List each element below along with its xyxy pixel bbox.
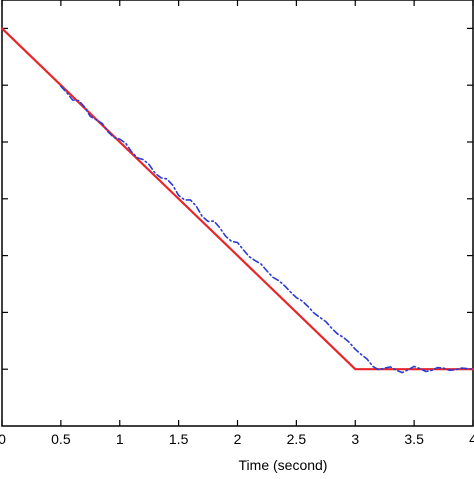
x-axis-title: Time (second) — [239, 457, 328, 473]
x-tick-labels: 0 0.5 1 1.5 2 2.5 3 3.5 4 — [0, 431, 474, 447]
x-tick-label: 0.5 — [51, 431, 71, 447]
x-tick-label: 2.5 — [287, 431, 307, 447]
x-tick-label: 2 — [234, 431, 242, 447]
series-layer — [0, 27, 474, 374]
x-tick-label: 4 — [469, 431, 474, 447]
x-tick-label: 1 — [116, 431, 124, 447]
x-tick-label: 3 — [351, 431, 359, 447]
x-tick-label: 0 — [0, 431, 6, 447]
series-line-dashdot — [60, 85, 474, 374]
x-tick-label: 1.5 — [169, 431, 189, 447]
series-line-solid — [0, 27, 474, 371]
x-tick-label: 3.5 — [404, 431, 424, 447]
x-tick-marks — [1, 0, 474, 426]
